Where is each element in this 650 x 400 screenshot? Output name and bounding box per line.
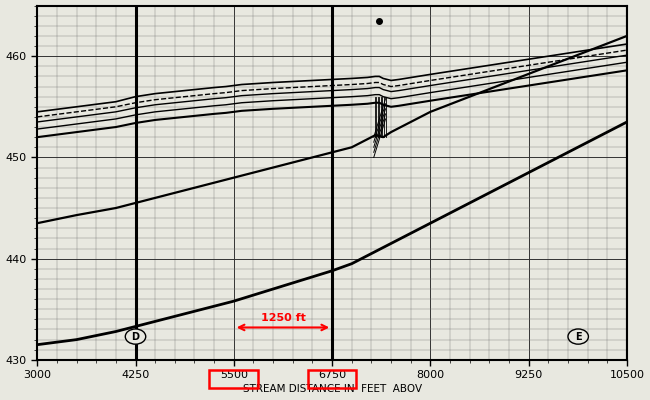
Text: 1250 ft: 1250 ft xyxy=(261,314,306,324)
Text: E: E xyxy=(575,332,582,342)
Ellipse shape xyxy=(125,329,146,344)
X-axis label: STREAM DISTANCE IN  FEET  ABOV: STREAM DISTANCE IN FEET ABOV xyxy=(242,384,422,394)
Text: D: D xyxy=(131,332,140,342)
Ellipse shape xyxy=(568,329,588,344)
